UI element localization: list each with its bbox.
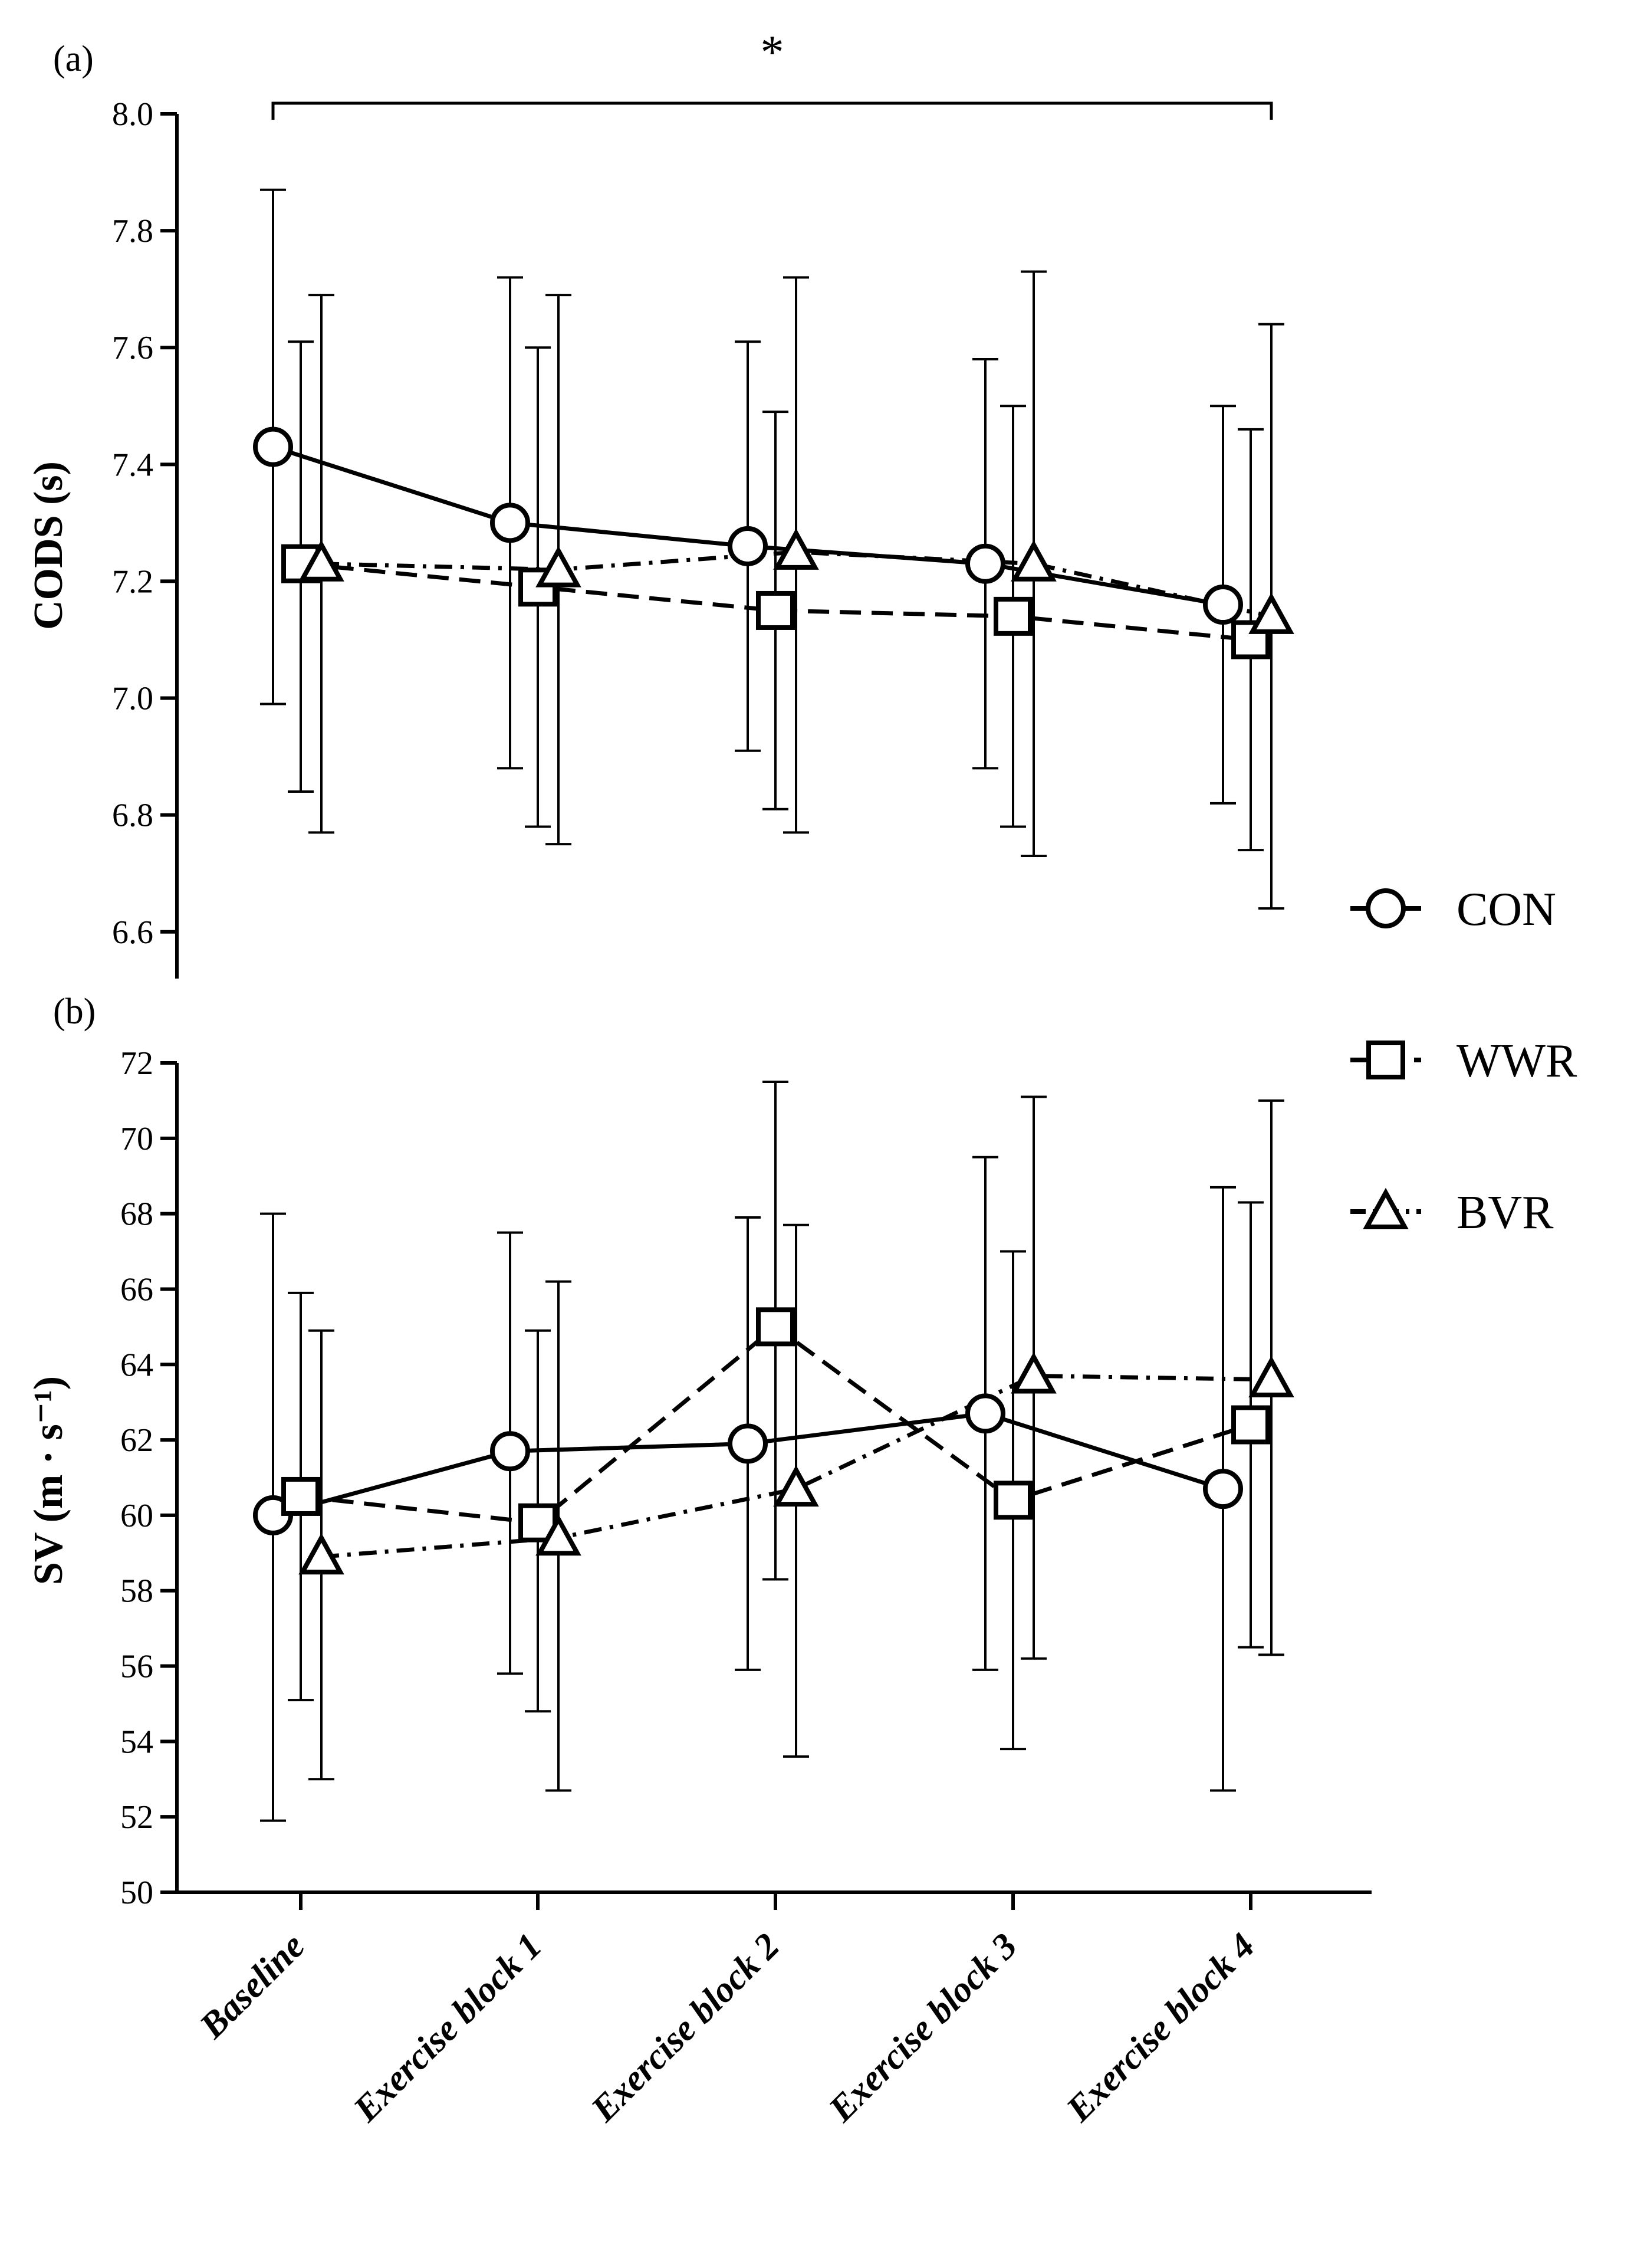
y-tick-label: 50 xyxy=(120,1875,153,1911)
data-point-wwr xyxy=(994,1481,1033,1520)
legend-item-bvr: BVR xyxy=(1350,1187,1554,1239)
y-tick-label: 58 xyxy=(120,1573,153,1610)
y-tick-label: 7.2 xyxy=(112,563,153,600)
y-tick-label: 52 xyxy=(120,1799,153,1836)
legend-item-con: CON xyxy=(1350,884,1556,936)
data-point-con xyxy=(253,426,293,467)
y-tick-label: 7.6 xyxy=(112,330,153,366)
x-tick-label: Exercise block 3 xyxy=(821,1926,1025,2130)
y-tick-label: 66 xyxy=(120,1271,153,1308)
data-point-wwr xyxy=(281,1476,320,1516)
legend: CON WWR BVR xyxy=(1350,884,1577,1239)
data-point-wwr xyxy=(518,567,557,607)
data-point-bvr xyxy=(1248,592,1294,634)
y-tick-label: 56 xyxy=(120,1649,153,1685)
panel-b: (b) 50 52 54 56 58 60 62 64 66 68 70 72 SV (m · s⁻¹) B… xyxy=(26,992,1372,2130)
y-tick-label: 6.6 xyxy=(112,914,153,951)
data-point-con xyxy=(1203,585,1243,625)
legend-label: CON xyxy=(1457,884,1556,936)
y-tick-label: 6.8 xyxy=(112,797,153,834)
series-line-bvr xyxy=(321,550,1272,619)
data-point-bvr xyxy=(298,1532,344,1575)
y-tick-label: 54 xyxy=(120,1724,153,1760)
y-tick-label: 72 xyxy=(120,1045,153,1082)
data-point-con xyxy=(490,1431,530,1472)
y-tick-label: 60 xyxy=(120,1498,153,1534)
data-point-con xyxy=(728,1423,768,1464)
data-point-bvr xyxy=(1011,540,1057,582)
legend-marker-circle xyxy=(1366,888,1406,928)
y-tick-label: 7.0 xyxy=(112,681,153,717)
y-axis-title: CODS (s) xyxy=(26,461,71,630)
legend-marker-square xyxy=(1366,1041,1405,1079)
data-point-con xyxy=(728,526,768,566)
data-point-bvr xyxy=(1011,1352,1057,1394)
data-point-wwr xyxy=(756,1307,795,1347)
data-point-wwr xyxy=(994,596,1033,636)
y-tick-label: 7.4 xyxy=(112,447,153,483)
legend-item-wwr: WWR xyxy=(1350,1035,1577,1087)
data-point-con xyxy=(490,503,530,543)
x-tick-label: Exercise block 2 xyxy=(583,1926,787,2130)
data-point-con xyxy=(965,1393,1005,1434)
significance-bracket xyxy=(271,101,1273,120)
legend-label: WWR xyxy=(1457,1035,1577,1087)
data-point-wwr xyxy=(1231,1405,1270,1445)
y-tick-label: 8.0 xyxy=(112,96,153,133)
data-point-bvr xyxy=(535,546,581,587)
x-tick-label: Exercise block 4 xyxy=(1058,1926,1263,2130)
y-tick-label: 7.8 xyxy=(112,213,153,250)
panel-label: (b) xyxy=(53,992,96,1032)
y-axis-title: SV (m · s⁻¹) xyxy=(26,1376,71,1585)
legend-marker-triangle xyxy=(1363,1187,1409,1229)
y-tick-label: 62 xyxy=(120,1422,153,1459)
data-point-bvr xyxy=(1248,1355,1294,1397)
data-point-con xyxy=(965,543,1005,584)
data-point-bvr xyxy=(773,1465,819,1507)
x-tick-label: Exercise block 1 xyxy=(346,1926,550,2130)
panel-a: (a) 6.6 6.8 7.0 7.2 7.4 7.6 7.8 8.0 CODS (s) * xyxy=(26,27,1294,979)
data-point-bvr xyxy=(535,1514,581,1556)
panel-label: (a) xyxy=(53,39,94,79)
data-point-con xyxy=(1203,1469,1243,1509)
data-point-bvr xyxy=(298,540,344,582)
y-tick-label: 68 xyxy=(120,1196,153,1233)
y-tick-label: 64 xyxy=(120,1347,153,1383)
data-point-wwr xyxy=(756,590,795,630)
x-tick-label: Baseline xyxy=(192,1926,313,2047)
significance-marker: * xyxy=(761,27,784,78)
data-point-bvr xyxy=(773,528,819,570)
y-tick-label: 70 xyxy=(120,1121,153,1157)
legend-label: BVR xyxy=(1457,1187,1554,1239)
